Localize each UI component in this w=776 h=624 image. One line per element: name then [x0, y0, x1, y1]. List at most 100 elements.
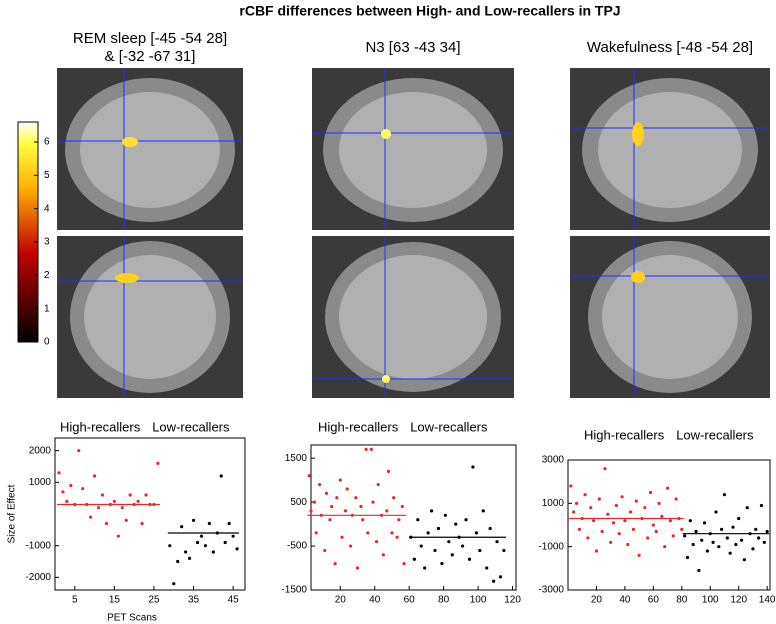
point — [495, 540, 499, 544]
point — [720, 527, 724, 531]
point — [390, 531, 394, 535]
y-tick-label: 500 — [290, 497, 307, 508]
x-tick-label: 40 — [369, 595, 381, 606]
point — [705, 549, 710, 553]
point — [223, 540, 227, 545]
point — [762, 540, 766, 544]
point — [603, 467, 607, 471]
legend-label: High-recallers — [60, 419, 141, 434]
point — [199, 534, 204, 538]
point — [369, 447, 373, 451]
x-tick-label: 120 — [504, 595, 521, 606]
point — [654, 529, 658, 534]
column-header: Wakefulness [-48 -54 28] — [587, 39, 753, 56]
point — [81, 487, 85, 491]
point — [168, 544, 172, 548]
point — [345, 487, 349, 491]
column-header: & [-32 -67 31] — [105, 48, 196, 65]
point — [685, 555, 690, 560]
column-header: REM sleep [-45 -54 28] — [73, 30, 227, 47]
brain-panel — [57, 236, 243, 398]
point — [628, 510, 633, 514]
point — [172, 582, 176, 586]
point — [683, 534, 687, 538]
point — [498, 575, 503, 579]
point — [89, 515, 93, 519]
point — [623, 519, 627, 523]
y-axis-label: Size of Effect — [7, 484, 18, 543]
point — [734, 542, 738, 547]
point — [492, 579, 496, 583]
point — [386, 469, 391, 473]
point — [626, 542, 630, 547]
point — [589, 506, 593, 510]
brain-panel — [312, 68, 514, 230]
colorbar-tick-label: 4 — [44, 203, 50, 214]
colorbar-tick-label: 6 — [44, 137, 50, 148]
point — [620, 495, 624, 499]
point — [397, 518, 401, 522]
point — [57, 471, 61, 475]
point — [731, 525, 735, 529]
point — [691, 542, 695, 547]
point — [694, 529, 698, 534]
point — [660, 514, 664, 518]
plot-frame — [54, 437, 246, 591]
point — [433, 548, 437, 553]
point — [460, 544, 465, 548]
x-tick-label: 15 — [109, 595, 121, 606]
point — [759, 503, 764, 508]
point — [324, 491, 329, 495]
point — [191, 518, 196, 522]
point — [742, 558, 746, 562]
x-axis-label: PET Scans — [107, 613, 157, 624]
point — [354, 496, 358, 500]
legend-label: Low-recallers — [676, 427, 754, 442]
point — [412, 557, 416, 561]
point — [646, 536, 650, 540]
point — [359, 504, 363, 509]
legend-label: Low-recallers — [410, 419, 488, 434]
point — [643, 506, 647, 510]
point — [594, 549, 599, 553]
colorbar-tick-label: 3 — [44, 237, 50, 248]
point — [611, 521, 616, 525]
x-tick-label: 40 — [619, 595, 631, 606]
point — [381, 553, 385, 557]
point — [371, 500, 375, 504]
point — [402, 562, 406, 566]
point — [355, 566, 360, 570]
point — [400, 504, 404, 509]
point — [349, 544, 353, 548]
colorbar-tick-label: 0 — [44, 337, 50, 348]
point — [751, 547, 755, 551]
point — [725, 536, 729, 540]
colorbar-tick-label: 2 — [44, 270, 50, 281]
point — [757, 536, 761, 540]
point — [450, 553, 454, 557]
point — [467, 557, 472, 561]
point — [314, 531, 318, 535]
y-tick-label: -1000 — [25, 540, 51, 551]
point — [307, 474, 311, 478]
x-tick-label: 80 — [438, 595, 450, 606]
y-tick-label: -500 — [287, 541, 307, 552]
point — [187, 556, 192, 560]
point — [361, 518, 365, 522]
colorbar — [17, 121, 39, 343]
point — [219, 474, 223, 478]
point — [120, 506, 124, 510]
point — [648, 490, 653, 495]
point — [65, 499, 69, 503]
point — [116, 534, 120, 538]
y-tick-label: -3000 — [538, 585, 564, 596]
point — [714, 510, 718, 514]
y-tick-label: 1500 — [285, 453, 308, 464]
point — [700, 538, 704, 542]
point — [184, 550, 188, 554]
x-tick-label: 45 — [228, 595, 240, 606]
plot-frame — [567, 459, 771, 591]
point — [312, 500, 317, 504]
point — [156, 461, 160, 465]
